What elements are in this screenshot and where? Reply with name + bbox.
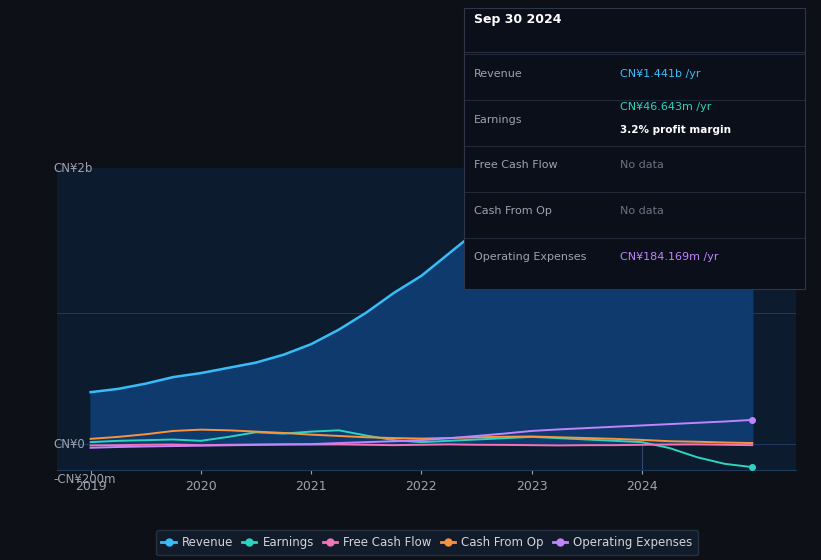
Text: CN¥46.643m /yr: CN¥46.643m /yr xyxy=(620,102,711,112)
Text: 3.2% profit margin: 3.2% profit margin xyxy=(620,125,731,134)
Text: No data: No data xyxy=(620,161,663,170)
Text: Free Cash Flow: Free Cash Flow xyxy=(474,161,557,170)
Text: CN¥184.169m /yr: CN¥184.169m /yr xyxy=(620,253,718,262)
Text: Operating Expenses: Operating Expenses xyxy=(474,253,586,262)
Text: Cash From Op: Cash From Op xyxy=(474,207,552,216)
Text: No data: No data xyxy=(620,207,663,216)
Text: -CN¥200m: -CN¥200m xyxy=(54,473,117,487)
Text: Earnings: Earnings xyxy=(474,115,522,124)
Text: CN¥0: CN¥0 xyxy=(54,437,85,451)
Text: Revenue: Revenue xyxy=(474,69,522,78)
Legend: Revenue, Earnings, Free Cash Flow, Cash From Op, Operating Expenses: Revenue, Earnings, Free Cash Flow, Cash … xyxy=(155,530,699,555)
Text: Sep 30 2024: Sep 30 2024 xyxy=(474,13,562,26)
Text: CN¥2b: CN¥2b xyxy=(54,162,93,175)
Text: CN¥1.441b /yr: CN¥1.441b /yr xyxy=(620,69,700,78)
